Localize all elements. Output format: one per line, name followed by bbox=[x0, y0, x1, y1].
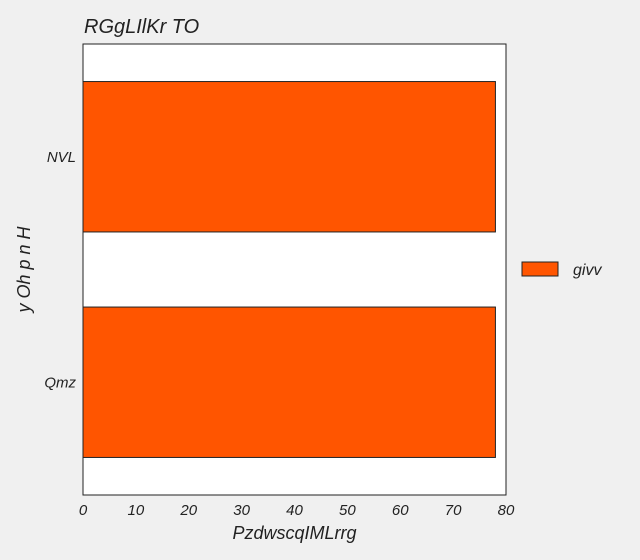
x-tick-label: 70 bbox=[445, 502, 462, 519]
legend-label: givv bbox=[573, 262, 602, 279]
y-tick-label: NVL bbox=[47, 149, 76, 166]
x-tick-label: 60 bbox=[392, 502, 409, 519]
bars bbox=[82, 81, 496, 458]
chart-title: RGgLIlKr TO bbox=[84, 16, 199, 38]
bar-NVL bbox=[82, 81, 496, 233]
x-ticks: 0 10 20 30 40 50 60 70 80 bbox=[79, 502, 515, 519]
y-tick-label: Qmz bbox=[44, 374, 76, 391]
legend: givv bbox=[521, 261, 602, 279]
x-tick-label: 50 bbox=[339, 502, 356, 519]
plot-frame bbox=[82, 43, 507, 496]
x-axis-label: PzdwscqIMLrrg bbox=[232, 523, 356, 543]
legend-swatch bbox=[521, 261, 559, 277]
x-tick-label: 0 bbox=[79, 502, 88, 519]
x-tick-label: 30 bbox=[233, 502, 250, 519]
x-tick-label: 10 bbox=[128, 502, 145, 519]
x-tick-label: 80 bbox=[498, 502, 515, 519]
x-tick-label: 20 bbox=[179, 502, 197, 519]
y-axis-label: y Oh p n H bbox=[14, 225, 34, 314]
y-ticks: NVL Qmz bbox=[44, 149, 76, 392]
x-tick-label: 40 bbox=[286, 502, 303, 519]
bar-Qmz bbox=[82, 306, 496, 458]
